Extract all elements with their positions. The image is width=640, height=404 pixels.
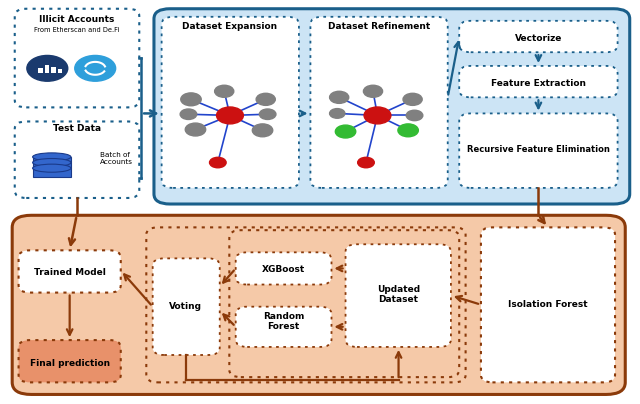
Text: Batch of
Accounts: Batch of Accounts <box>100 152 132 165</box>
Circle shape <box>398 124 419 137</box>
FancyBboxPatch shape <box>15 122 140 198</box>
Circle shape <box>256 93 275 105</box>
Circle shape <box>406 110 423 121</box>
Circle shape <box>214 85 234 97</box>
Text: Final prediction: Final prediction <box>29 358 109 368</box>
Text: Updated
Dataset: Updated Dataset <box>377 285 420 304</box>
Circle shape <box>216 107 243 124</box>
FancyBboxPatch shape <box>12 215 625 394</box>
Ellipse shape <box>33 158 71 166</box>
Text: Recursive Feature Elimination: Recursive Feature Elimination <box>467 145 610 154</box>
FancyBboxPatch shape <box>460 114 618 188</box>
Ellipse shape <box>33 164 71 172</box>
FancyBboxPatch shape <box>236 307 332 347</box>
FancyBboxPatch shape <box>153 259 220 355</box>
Circle shape <box>403 93 422 105</box>
Text: Feature Extraction: Feature Extraction <box>491 79 586 88</box>
Text: Vectorize: Vectorize <box>515 34 562 43</box>
Bar <box>33 157 71 177</box>
FancyBboxPatch shape <box>19 250 121 292</box>
FancyBboxPatch shape <box>236 252 332 284</box>
FancyBboxPatch shape <box>15 9 140 107</box>
FancyBboxPatch shape <box>346 244 451 347</box>
Circle shape <box>185 123 205 136</box>
Circle shape <box>75 55 116 81</box>
Text: From Etherscan and De.Fi: From Etherscan and De.Fi <box>34 27 119 33</box>
FancyBboxPatch shape <box>481 227 615 382</box>
Text: Illicit Accounts: Illicit Accounts <box>39 15 115 24</box>
Bar <box>38 68 43 73</box>
Circle shape <box>330 109 345 118</box>
Circle shape <box>358 157 374 168</box>
Circle shape <box>330 91 349 103</box>
Bar <box>45 65 49 73</box>
Circle shape <box>335 125 356 138</box>
Circle shape <box>364 107 391 124</box>
Text: XGBoost: XGBoost <box>262 265 305 274</box>
Text: Test Data: Test Data <box>52 124 100 133</box>
Circle shape <box>364 85 383 97</box>
FancyBboxPatch shape <box>310 17 448 188</box>
FancyBboxPatch shape <box>19 340 121 382</box>
Text: Random
Forest: Random Forest <box>263 312 304 331</box>
FancyBboxPatch shape <box>460 21 618 52</box>
Bar <box>51 67 56 73</box>
Ellipse shape <box>33 153 71 161</box>
Circle shape <box>259 109 276 120</box>
Text: Dataset Expansion: Dataset Expansion <box>182 22 278 31</box>
Circle shape <box>180 109 196 120</box>
Circle shape <box>27 55 68 81</box>
FancyBboxPatch shape <box>460 66 618 97</box>
Text: Isolation Forest: Isolation Forest <box>508 300 588 309</box>
Text: Voting: Voting <box>170 302 202 311</box>
Text: Dataset Refinement: Dataset Refinement <box>328 22 431 31</box>
Bar <box>58 69 62 73</box>
FancyBboxPatch shape <box>154 9 630 204</box>
FancyBboxPatch shape <box>162 17 299 188</box>
Circle shape <box>209 157 226 168</box>
Text: Trained Model: Trained Model <box>34 268 106 277</box>
Circle shape <box>180 93 201 106</box>
Circle shape <box>252 124 273 137</box>
